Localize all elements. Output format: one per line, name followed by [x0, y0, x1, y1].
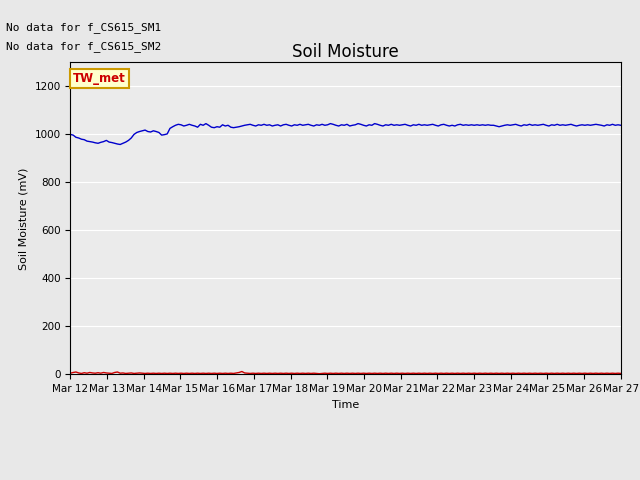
Text: No data for f_CS615_SM2: No data for f_CS615_SM2: [6, 41, 162, 52]
Text: TW_met: TW_met: [73, 72, 126, 85]
Title: Soil Moisture: Soil Moisture: [292, 43, 399, 61]
X-axis label: Time: Time: [332, 400, 359, 409]
Y-axis label: Soil Moisture (mV): Soil Moisture (mV): [19, 167, 29, 270]
Text: No data for f_CS615_SM1: No data for f_CS615_SM1: [6, 22, 162, 33]
